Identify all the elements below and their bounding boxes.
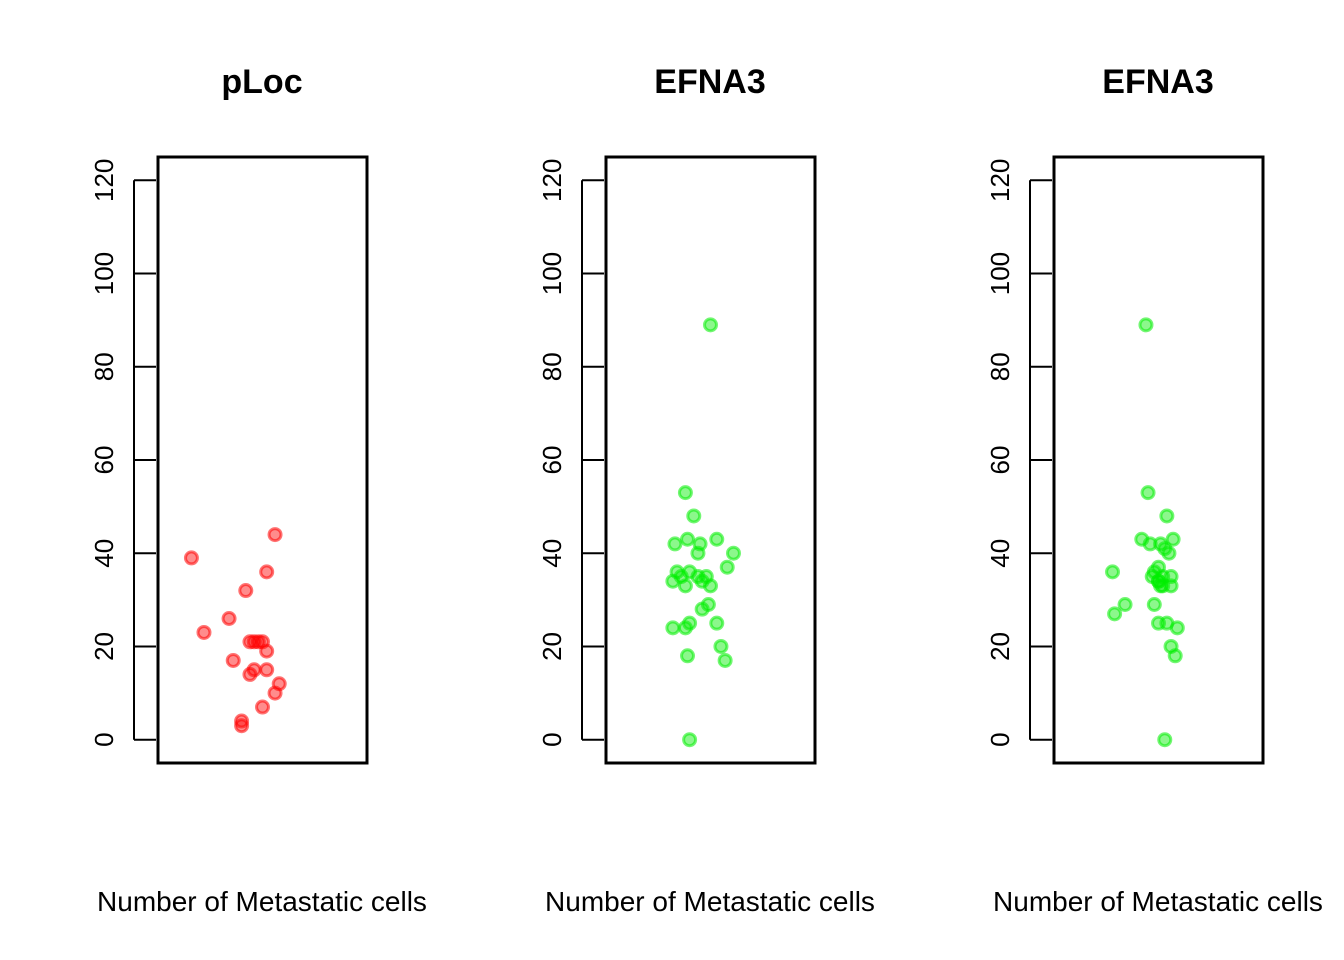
- y-tick-label: 80: [985, 352, 1015, 381]
- data-point: [183, 550, 199, 566]
- y-tick-label: 60: [985, 446, 1015, 475]
- data-point: [680, 531, 696, 547]
- data-point: [717, 652, 733, 668]
- data-point: [709, 531, 725, 547]
- x-axis-label: Number of Metastatic cells: [545, 886, 875, 917]
- data-point: [1165, 531, 1181, 547]
- data-point: [234, 718, 250, 734]
- data-point: [1107, 606, 1123, 622]
- data-point: [1157, 541, 1173, 557]
- y-tick-label: 120: [89, 159, 119, 202]
- y-tick-label: 40: [985, 539, 1015, 568]
- data-point: [1153, 578, 1169, 594]
- data-point: [703, 317, 718, 333]
- y-tick-label: 100: [985, 252, 1015, 295]
- data-point: [677, 485, 693, 501]
- data-point: [667, 536, 683, 552]
- y-tick-label: 0: [985, 732, 1015, 746]
- data-point: [196, 624, 212, 640]
- chart-title: pLoc: [221, 63, 302, 101]
- data-point: [1138, 317, 1154, 333]
- data-point: [682, 732, 698, 748]
- data-point: [680, 648, 696, 664]
- data-point: [665, 573, 681, 589]
- data-point: [1163, 569, 1179, 585]
- x-axis-label: Number of Metastatic cells: [993, 886, 1323, 917]
- y-tick-label: 20: [985, 632, 1015, 661]
- y-tick-label: 0: [537, 732, 567, 746]
- data-point: [665, 620, 681, 636]
- data-point: [242, 634, 258, 650]
- y-tick-label: 60: [89, 446, 119, 475]
- data-point: [1142, 536, 1158, 552]
- y-tick-label: 120: [537, 159, 567, 202]
- data-point: [686, 508, 702, 524]
- y-tick-label: 120: [985, 159, 1015, 202]
- data-point: [259, 564, 275, 580]
- y-tick-label: 40: [89, 539, 119, 568]
- y-tick-label: 60: [537, 446, 567, 475]
- data-point: [1117, 597, 1133, 613]
- data-point: [703, 578, 718, 594]
- y-tick-label: 100: [89, 252, 119, 295]
- data-point: [221, 610, 237, 626]
- y-tick-label: 80: [537, 352, 567, 381]
- data-point: [713, 638, 729, 654]
- data-point: [690, 545, 706, 561]
- data-point: [267, 527, 283, 543]
- data-point: [719, 559, 735, 575]
- plot-frame: [1052, 155, 1265, 765]
- data-point: [725, 545, 741, 561]
- data-point: [1167, 648, 1183, 664]
- y-tick-label: 0: [89, 732, 119, 746]
- y-tick-label: 20: [89, 632, 119, 661]
- panel-efna3-2: EFNA3 Number of Metastatic cells 0 20 40 60…: [985, 63, 1323, 917]
- data-point: [677, 620, 693, 636]
- data-point: [242, 666, 258, 682]
- chart-title: EFNA3: [654, 63, 765, 101]
- data-point: [1157, 732, 1173, 748]
- y-tick-label: 20: [537, 632, 567, 661]
- data-point: [694, 601, 710, 617]
- data-point: [1159, 508, 1175, 524]
- data-point: [259, 643, 275, 659]
- data-point: [1105, 564, 1121, 580]
- panel-ploc: pLoc Number of Metastatic cells 0 20 40 60 8…: [89, 63, 427, 917]
- data-point: [709, 615, 725, 631]
- data-point: [677, 578, 693, 594]
- chart-title: EFNA3: [1102, 63, 1213, 101]
- y-tick-label: 40: [537, 539, 567, 568]
- y-tick-label: 100: [537, 252, 567, 295]
- plot-frame: [604, 155, 817, 765]
- data-point: [1169, 620, 1185, 636]
- x-axis-label: Number of Metastatic cells: [97, 886, 427, 917]
- data-point: [1146, 597, 1162, 613]
- data-point: [267, 685, 283, 701]
- data-point: [255, 699, 270, 715]
- data-point: [225, 652, 241, 668]
- data-point: [259, 662, 275, 678]
- y-tick-label: 80: [89, 352, 119, 381]
- data-point: [1140, 485, 1156, 501]
- data-point: [238, 583, 254, 599]
- panel-efna3-1: EFNA3 Number of Metastatic cells 0 20 40 60…: [537, 63, 875, 917]
- plot-frame: [156, 155, 369, 765]
